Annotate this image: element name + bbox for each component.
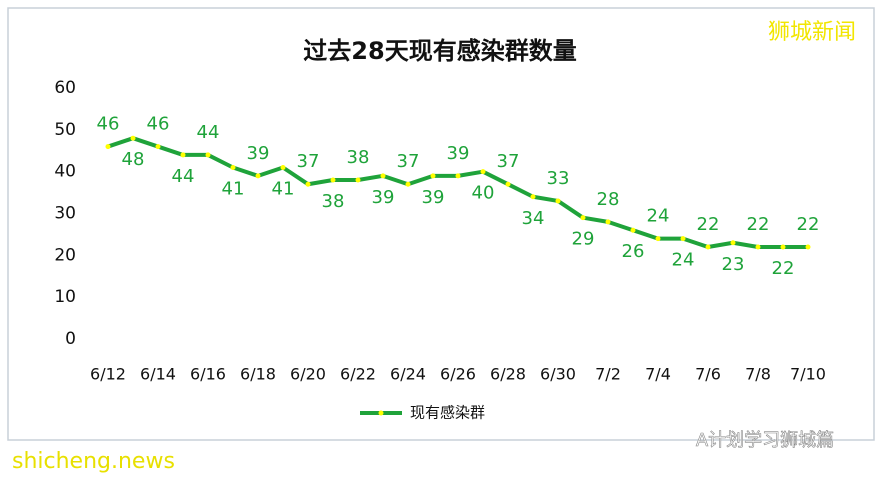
data-point [805, 244, 811, 250]
data-label: 40 [472, 183, 495, 204]
data-point [130, 135, 136, 141]
data-label: 22 [697, 214, 720, 235]
data-label: 46 [97, 114, 120, 135]
data-label: 44 [197, 122, 220, 143]
y-tick-label: 40 [54, 162, 76, 182]
data-point [730, 240, 736, 246]
data-label: 46 [147, 114, 170, 135]
data-point [505, 181, 511, 187]
data-point [605, 219, 611, 225]
x-tick-label: 6/14 [140, 365, 176, 384]
watermark: shicheng.news [12, 449, 175, 474]
x-tick-label: 6/24 [390, 365, 426, 384]
data-point [480, 169, 486, 175]
x-tick-label: 7/6 [695, 365, 721, 384]
data-point [205, 152, 211, 158]
data-point [680, 236, 686, 242]
data-point [455, 173, 461, 179]
data-label: 39 [247, 143, 270, 164]
data-label: 38 [347, 147, 370, 168]
data-point [105, 144, 111, 150]
y-tick-label: 10 [54, 287, 76, 307]
data-point [355, 177, 361, 183]
data-label: 26 [622, 241, 645, 262]
data-label: 29 [572, 229, 595, 250]
data-point [380, 173, 386, 179]
x-tick-label: 6/18 [240, 365, 276, 384]
data-point [630, 227, 636, 233]
data-point [305, 181, 311, 187]
data-point [755, 244, 761, 250]
data-label: 37 [397, 151, 420, 172]
data-label: 48 [122, 149, 145, 170]
data-point [430, 173, 436, 179]
data-label: 24 [647, 206, 670, 227]
chart-title: 过去28天现有感染群数量 [303, 37, 576, 65]
data-label: 39 [447, 143, 470, 164]
y-tick-label: 30 [54, 204, 76, 224]
data-label: 41 [272, 178, 295, 199]
data-point [530, 194, 536, 200]
x-tick-label: 6/20 [290, 365, 326, 384]
legend-marker [378, 410, 384, 416]
data-label: 38 [322, 191, 345, 212]
chart-frame [7, 7, 875, 441]
data-label: 22 [797, 214, 820, 235]
data-label: 39 [422, 187, 445, 208]
watermark: A计划学习狮城篇 [696, 430, 834, 451]
x-tick-label: 6/26 [440, 365, 476, 384]
watermark: 狮城新闻 [768, 20, 856, 45]
data-label: 41 [222, 178, 245, 199]
x-tick-label: 7/8 [745, 365, 771, 384]
legend-label: 现有感染群 [410, 404, 485, 422]
x-tick-label: 7/4 [645, 365, 671, 384]
data-label: 44 [172, 166, 195, 187]
data-label: 23 [722, 254, 745, 275]
data-label: 22 [772, 258, 795, 279]
y-tick-label: 60 [54, 78, 76, 98]
x-tick-label: 7/2 [595, 365, 621, 384]
data-label: 33 [547, 168, 570, 189]
data-point [280, 164, 286, 170]
x-tick-label: 6/30 [540, 365, 576, 384]
data-label: 34 [522, 208, 545, 229]
y-tick-label: 20 [54, 245, 76, 265]
data-point [655, 236, 661, 242]
x-tick-label: 6/28 [490, 365, 526, 384]
x-tick-label: 6/16 [190, 365, 226, 384]
data-label: 37 [297, 151, 320, 172]
data-label: 37 [497, 151, 520, 172]
data-label: 24 [672, 250, 695, 271]
data-point [705, 244, 711, 250]
data-point [330, 177, 336, 183]
x-tick-label: 7/10 [790, 365, 826, 384]
x-tick-label: 6/22 [340, 365, 376, 384]
data-label: 28 [597, 189, 620, 210]
data-point [405, 181, 411, 187]
y-tick-label: 0 [65, 329, 76, 349]
data-point [555, 198, 561, 204]
data-point [230, 164, 236, 170]
data-label: 22 [747, 214, 770, 235]
data-point [155, 144, 161, 150]
data-point [580, 215, 586, 221]
data-point [255, 173, 261, 179]
y-tick-label: 50 [54, 120, 76, 140]
data-point [780, 244, 786, 250]
x-tick-label: 6/12 [90, 365, 126, 384]
data-point [180, 152, 186, 158]
data-label: 39 [372, 187, 395, 208]
